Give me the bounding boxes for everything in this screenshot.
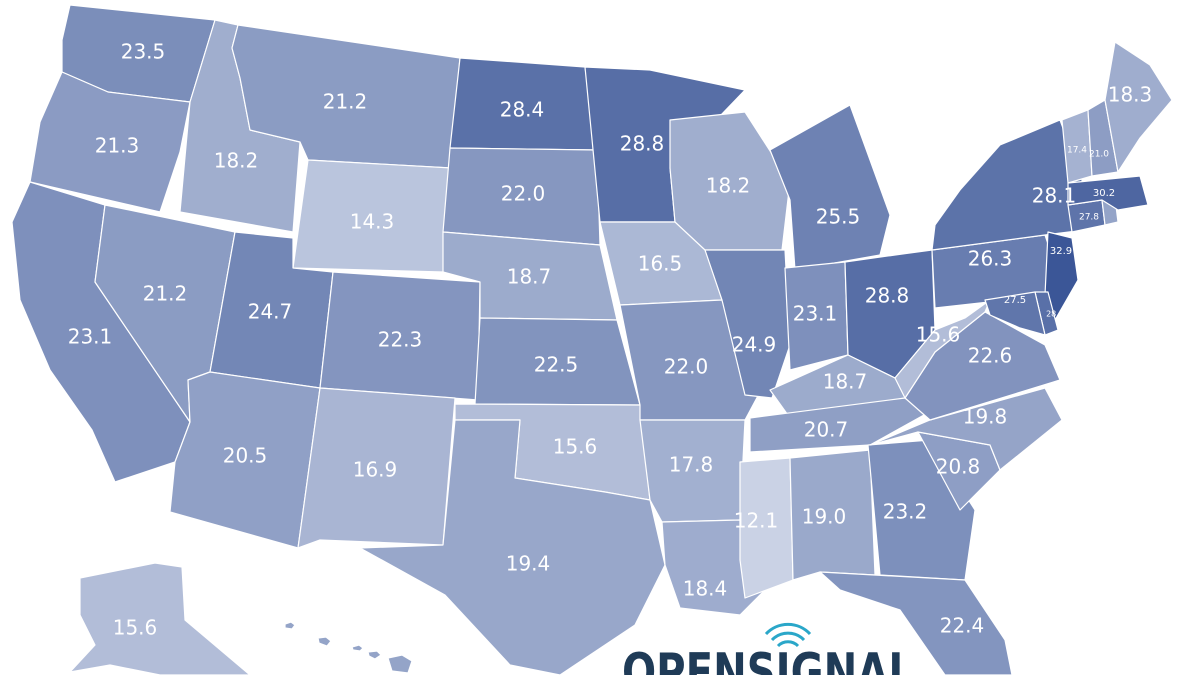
state-label-wa: 23.5 <box>121 40 166 64</box>
state-label-ma: 30.2 <box>1093 188 1115 199</box>
state-label-vt: 17.4 <box>1067 146 1087 156</box>
state-label-co: 22.3 <box>378 328 423 352</box>
state-label-ms: 12.1 <box>734 509 779 533</box>
opensignal-logo: OPENSIGNAL <box>622 622 914 675</box>
state-label-mo: 22.0 <box>664 355 709 379</box>
state-label-wv: 15.6 <box>916 323 961 347</box>
state-label-ks: 22.5 <box>534 353 579 377</box>
state-label-ga: 23.2 <box>883 500 928 524</box>
state-label-ok: 15.6 <box>553 435 598 459</box>
state-or <box>29 71 191 213</box>
state-label-nj: 32.9 <box>1050 246 1072 257</box>
state-label-nv: 21.2 <box>143 282 188 306</box>
state-il <box>704 249 791 399</box>
state-label-id: 18.2 <box>214 149 259 173</box>
state-label-mi: 25.5 <box>816 205 861 229</box>
state-label-nc: 19.8 <box>963 405 1008 429</box>
state-label-nd: 28.4 <box>500 98 545 122</box>
state-label-me: 18.3 <box>1108 83 1153 107</box>
state-ny <box>931 119 1086 251</box>
signal-icon <box>764 622 812 648</box>
state-label-md: 27.5 <box>1004 295 1026 306</box>
state-label-ky: 18.7 <box>823 370 868 394</box>
state-label-ak: 15.6 <box>113 616 158 640</box>
state-label-az: 20.5 <box>223 444 268 468</box>
state-label-ca: 23.1 <box>68 325 113 349</box>
state-label-mt: 21.2 <box>323 90 368 114</box>
state-label-de: 28.5 <box>1046 310 1064 319</box>
state-label-va: 22.6 <box>968 344 1013 368</box>
state-label-wy: 14.3 <box>350 210 395 234</box>
state-tn <box>749 394 961 453</box>
state-label-ar: 17.8 <box>669 453 714 477</box>
state-label-nh: 21.0 <box>1089 150 1109 160</box>
state-label-ne: 18.7 <box>507 265 552 289</box>
state-tx <box>359 419 666 675</box>
state-label-il: 24.9 <box>732 333 777 357</box>
state-label-fl: 22.4 <box>940 614 985 638</box>
state-label-in: 23.1 <box>793 302 838 326</box>
state-label-wi: 18.2 <box>706 174 751 198</box>
logo-text: OPENSIGNAL <box>622 643 914 675</box>
state-label-sc: 20.8 <box>936 455 981 479</box>
state-label-ny: 28.1 <box>1032 184 1077 208</box>
states-layer <box>11 4 1173 675</box>
state-mi <box>769 104 891 271</box>
state-label-oh: 28.8 <box>865 284 910 308</box>
state-label-ut: 24.7 <box>248 300 293 324</box>
state-nm <box>297 387 456 549</box>
state-me <box>1104 41 1173 173</box>
state-label-tn: 20.7 <box>804 418 849 442</box>
state-label-tx: 19.4 <box>506 552 551 576</box>
state-hi <box>284 621 413 674</box>
state-label-or: 21.3 <box>95 134 140 158</box>
state-label-mn: 28.8 <box>620 132 665 156</box>
state-label-ct: 27.8 <box>1079 213 1099 223</box>
labels-layer: 23.5 21.3 23.1 18.2 21.2 21.2 14.3 24.7 20.5 22.3… <box>68 40 1153 640</box>
state-fl <box>819 571 1013 675</box>
state-ak <box>69 562 251 675</box>
state-label-nm: 16.9 <box>353 458 398 482</box>
state-label-la: 18.4 <box>683 577 728 601</box>
state-label-al: 19.0 <box>802 505 847 529</box>
state-label-pa: 26.3 <box>968 247 1013 271</box>
state-ma <box>1067 175 1149 211</box>
state-nj <box>1044 231 1079 321</box>
state-ms <box>739 457 794 599</box>
state-md <box>984 291 1046 336</box>
state-label-sd: 22.0 <box>501 182 546 206</box>
state-label-ia: 16.5 <box>638 252 683 276</box>
